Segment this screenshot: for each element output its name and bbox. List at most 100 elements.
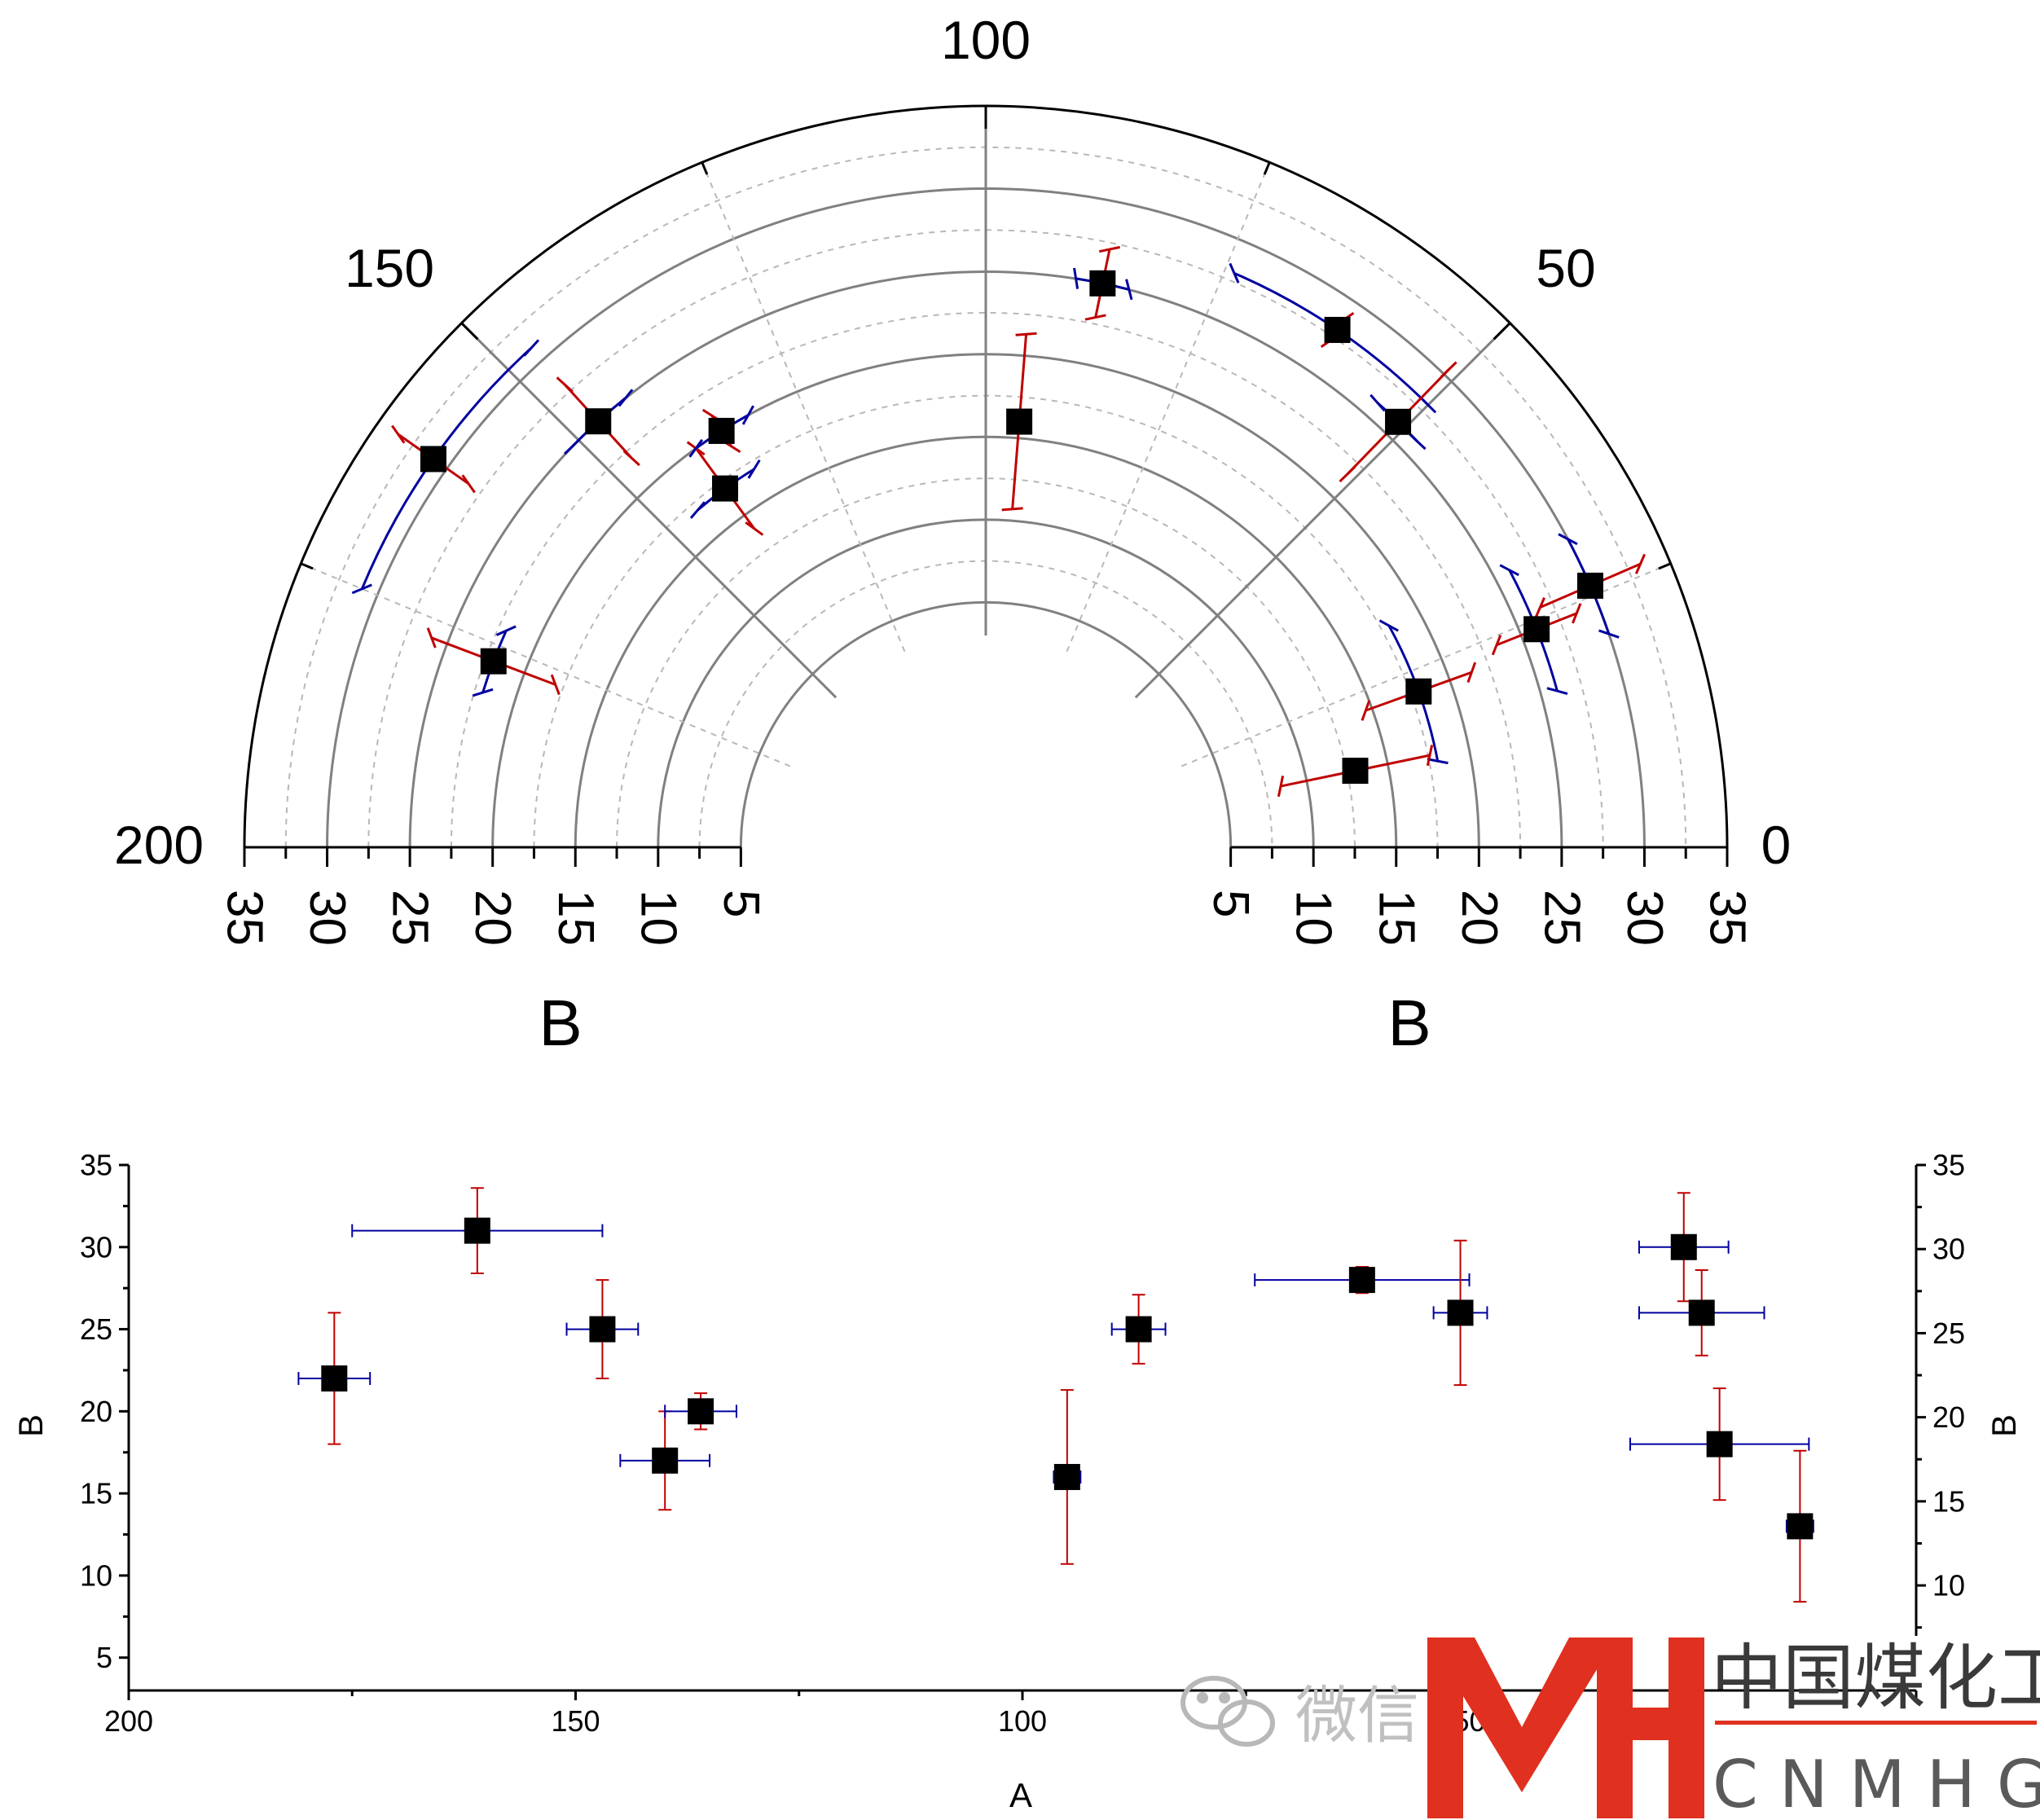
polar-left-radial-label: B — [539, 987, 582, 1059]
polar-marker — [1523, 616, 1550, 643]
polar-right-radial-tick-label: 10 — [1286, 890, 1342, 946]
cartesian-point-8 — [1432, 1239, 1488, 1387]
wechat-icon — [1180, 1676, 1275, 1747]
brand-cn-text: 中国煤化工 — [1711, 1636, 2040, 1720]
polar-angle-tick-mark — [300, 562, 314, 570]
polar-angle-tick-mark — [1658, 562, 1672, 570]
cartesian-point-7 — [1254, 1265, 1471, 1295]
right-y-axis-label: B — [1985, 1414, 2023, 1437]
polar-point-10 — [1491, 564, 1582, 695]
polar-major-circle — [739, 600, 1233, 848]
left-y-tick-label: 20 — [80, 1395, 112, 1428]
polar-marker — [1576, 572, 1603, 599]
polar-point-12 — [1277, 745, 1434, 798]
polar-major-spoke — [1134, 322, 1511, 699]
polar-error-b-cap — [1426, 745, 1434, 767]
cartesian-marker — [1053, 1463, 1080, 1490]
polar-right-radial-tick-label: 5 — [1202, 890, 1259, 917]
left-y-tick-label: 30 — [80, 1230, 112, 1264]
polar-error-b-cap — [1440, 361, 1457, 378]
polar-left-radial-tick-label: 30 — [299, 890, 355, 946]
polar-point-8 — [1339, 361, 1457, 483]
cnmhg-logo-icon — [1427, 1638, 1704, 1818]
polar-right-radial-tick-label: 25 — [1533, 890, 1589, 946]
polar-error-b-cap — [1098, 245, 1121, 253]
polar-error-b-cap — [1572, 603, 1582, 624]
polar-marker — [1342, 758, 1369, 785]
polar-error-a-cap — [351, 583, 372, 595]
polar-error-b-cap — [745, 521, 764, 536]
cartesian-marker — [1447, 1299, 1474, 1326]
cartesian-marker — [321, 1365, 348, 1392]
polar-axes — [243, 104, 1729, 867]
right-y-tick-label: 30 — [1932, 1233, 1965, 1266]
polar-marker — [1089, 270, 1116, 297]
polar-marker — [480, 648, 507, 675]
polar-error-b-cap — [1634, 553, 1647, 574]
polar-error-a-cap — [1229, 262, 1240, 284]
cartesian-point-4 — [664, 1392, 737, 1431]
cartesian-marker — [589, 1316, 616, 1343]
cartesian-marker — [1348, 1267, 1375, 1294]
polar-minor-circle — [616, 477, 1356, 848]
polar-left-radial-tick-label: 15 — [547, 890, 604, 946]
polar-error-a-cap — [1427, 758, 1449, 765]
polar-error-b-cap — [461, 474, 476, 494]
polar-radial-ticks: 5 5 10 10 15 15 20 20 25 25 30 30 35 35 — [217, 890, 1756, 946]
cartesian-point-9 — [1638, 1192, 1730, 1303]
polar-error-a-cap — [1073, 267, 1079, 289]
polar-error-b-cap — [1491, 635, 1502, 656]
cartesian-marker — [1125, 1316, 1152, 1343]
polar-error-a-cap — [1125, 279, 1133, 301]
polar-error-b-cap — [1339, 465, 1356, 483]
cartesian-point-11 — [1629, 1387, 1810, 1501]
polar-error-b-cap — [1466, 662, 1477, 684]
polar-marker — [1006, 408, 1033, 435]
polar-point-5 — [1001, 332, 1037, 512]
cartesian-marker — [652, 1447, 679, 1474]
polar-minor-spoke — [1066, 161, 1271, 653]
polar-error-a-cap — [563, 437, 581, 455]
x-axis-label: A — [1009, 1776, 1032, 1814]
x-tick-label: 200 — [104, 1704, 153, 1738]
polar-right-radial-tick-label: 20 — [1451, 890, 1507, 946]
polar-error-a-cap — [1419, 396, 1437, 414]
polar-error-a-cap — [1598, 629, 1620, 639]
polar-minor-spoke — [701, 161, 906, 653]
polar-error-a-cap — [1546, 687, 1568, 695]
polar-angle-tick-mark — [701, 161, 709, 175]
polar-right-radial-tick-label: 35 — [1699, 890, 1756, 946]
brand-divider — [1715, 1721, 2037, 1725]
polar-point-3 — [686, 441, 764, 536]
cartesian-point-1 — [351, 1187, 604, 1275]
polar-error-a-cap — [689, 501, 706, 519]
polar-error-b-cap — [1534, 597, 1545, 618]
polar-left-radial-tick-label: 35 — [217, 890, 273, 946]
watermark: 微信 中国煤化工 CNMHG — [1180, 1636, 2040, 1820]
polar-error-b-cap — [391, 424, 406, 444]
cartesian-point-12 — [1785, 1449, 1814, 1603]
polar-angle-tick-mark — [1493, 322, 1511, 341]
polar-left-radial-tick-label: 10 — [630, 890, 686, 946]
polar-error-a-cap — [1370, 393, 1386, 412]
polar-error-a-cap — [1499, 564, 1519, 577]
polar-angle-tick-100: 100 — [941, 10, 1031, 70]
polar-error-a-cap — [618, 389, 634, 407]
polar-error-b-cap — [622, 450, 640, 467]
polar-error-b-cap — [1277, 775, 1285, 798]
polar-error-a-cap — [523, 339, 540, 357]
cartesian-point-6 — [1110, 1294, 1167, 1365]
right-y-tick-label: 20 — [1932, 1400, 1965, 1434]
cartesian-point-5 — [1053, 1389, 1082, 1565]
polar-left-radial-tick-label: 20 — [464, 890, 521, 946]
cartesian-marker — [1787, 1513, 1814, 1540]
polar-marker — [708, 417, 735, 444]
right-y-tick-label: 25 — [1932, 1317, 1965, 1350]
polar-left-radial-tick-label: 5 — [713, 890, 769, 917]
polar-point-2 — [556, 376, 640, 467]
polar-point-4 — [688, 405, 754, 458]
polar-chart: 5 5 10 10 15 15 20 20 25 25 30 30 35 35 200 150 100 5… — [114, 10, 1791, 1059]
x-tick-label: 150 — [551, 1704, 600, 1738]
